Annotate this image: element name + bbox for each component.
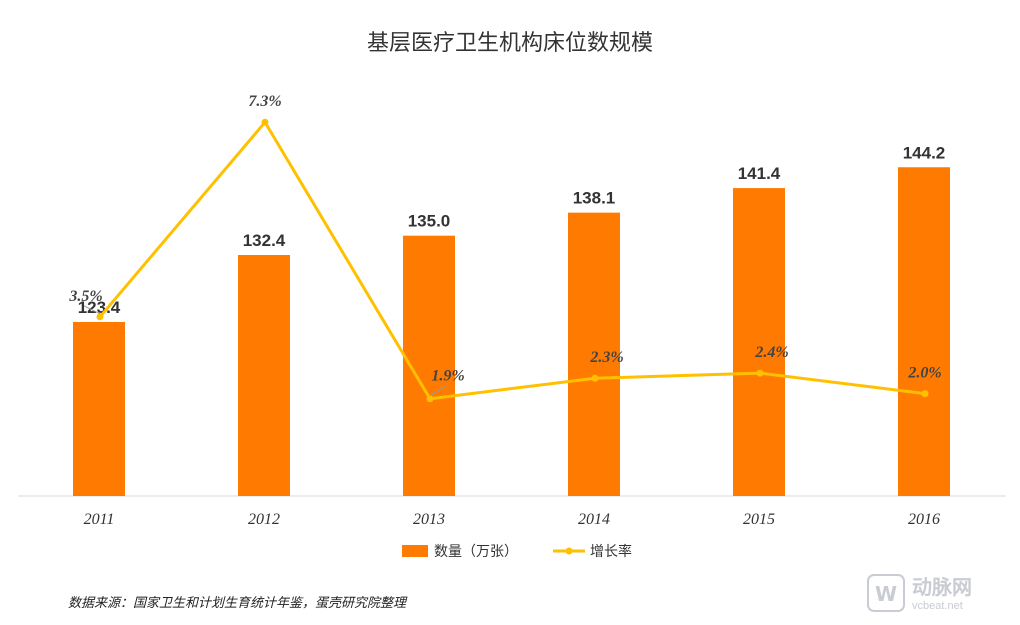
watermark-logo-icon xyxy=(867,574,905,612)
bar-series xyxy=(73,167,950,496)
legend-swatch-bar xyxy=(402,545,428,557)
bar-2016 xyxy=(898,167,950,496)
bar-2015 xyxy=(733,188,785,496)
x-tick-label-2013: 2013 xyxy=(413,511,445,528)
x-tick-label-2015: 2015 xyxy=(743,511,775,528)
growth-rate-leader-2011 xyxy=(83,305,101,315)
bar-2011 xyxy=(73,321,125,496)
legend: 数量（万张） 增长率 xyxy=(402,543,632,560)
growth-rate-point-2011 xyxy=(96,313,104,321)
growth-rate-point-2015 xyxy=(756,369,764,377)
growth-rate-point-2012 xyxy=(261,118,269,126)
x-tick-label-2012: 2012 xyxy=(248,511,280,528)
watermark-cn: 动脉网 xyxy=(912,575,972,599)
x-tick-label-2014: 2014 xyxy=(578,511,610,528)
bar-value-label-2013: 135.0 xyxy=(408,212,451,231)
bar-value-label-2016: 144.2 xyxy=(903,143,946,162)
growth-rate-label-2011: 3.5% xyxy=(68,288,102,305)
growth-rate-label-2016: 2.0% xyxy=(907,365,941,382)
growth-rate-label-2014: 2.3% xyxy=(589,349,623,366)
growth-rate-label-2015: 2.4% xyxy=(754,344,788,361)
growth-rate-point-2013 xyxy=(426,395,434,403)
growth-rate-point-2016 xyxy=(921,390,929,398)
bar-value-label-2012: 132.4 xyxy=(243,231,286,250)
x-tick-label-2016: 2016 xyxy=(908,511,940,528)
legend-swatch-marker xyxy=(565,547,573,555)
growth-rate-series: 3.5% 7.3% 1.9% 2.3% 2.4% 2.0% xyxy=(68,93,942,403)
bar-2014 xyxy=(568,212,620,496)
bar-2012 xyxy=(238,255,290,496)
x-tick-label-2011: 2011 xyxy=(84,511,115,528)
chart-title: 基层医疗卫生机构床位数规模 xyxy=(367,31,653,56)
legend-label-bar: 数量（万张） xyxy=(434,544,518,560)
growth-rate-leader-2013 xyxy=(429,385,447,397)
x-axis-tick-labels: 2011 2012 2013 2014 2015 2016 xyxy=(84,511,940,528)
bar-value-label-2015: 141.4 xyxy=(738,164,781,183)
bar-value-label-2014: 138.1 xyxy=(573,189,616,208)
legend-label-line: 增长率 xyxy=(590,543,632,560)
growth-rate-point-2014 xyxy=(591,374,599,382)
source-note: 数据来源：国家卫生和计划生育统计年鉴，蛋壳研究院整理 xyxy=(68,595,408,611)
growth-rate-label-2013: 1.9% xyxy=(431,368,464,385)
watermark: W 动脉网 vcbeat.net xyxy=(867,574,972,612)
watermark-logo-mark: W xyxy=(875,582,897,606)
growth-rate-line xyxy=(98,120,926,401)
watermark-en: vcbeat.net xyxy=(912,600,963,612)
growth-rate-label-2012: 7.3% xyxy=(248,93,281,110)
